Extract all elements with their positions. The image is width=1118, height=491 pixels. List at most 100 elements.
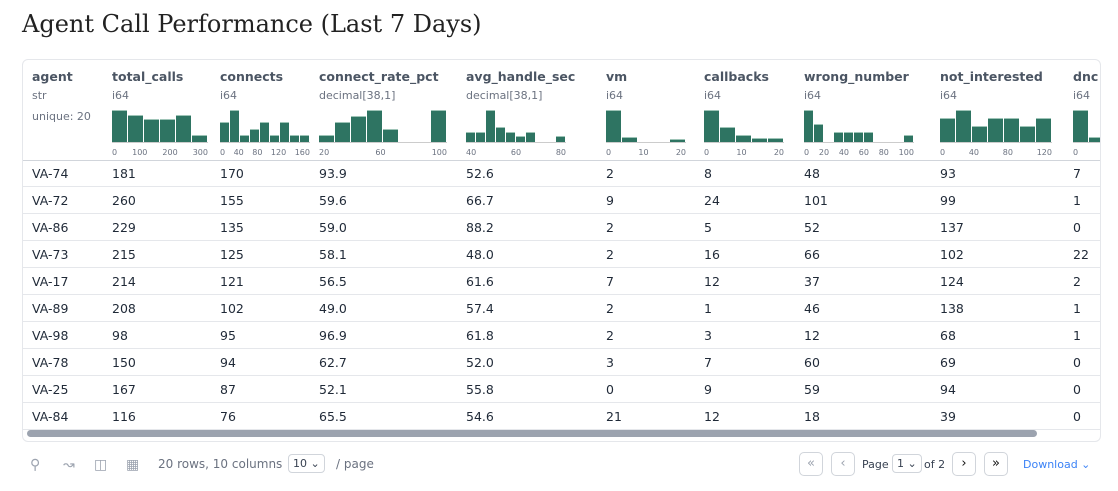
histogram [804, 110, 914, 143]
cell-not_interested: 124 [940, 274, 964, 289]
histogram-bar [704, 110, 719, 142]
tick-label: 200 [162, 148, 178, 157]
tick-label: 20 [675, 148, 686, 157]
column-name: connects [220, 69, 284, 84]
last-page-button[interactable]: » [984, 452, 1008, 476]
cell-total_calls: 98 [112, 328, 128, 343]
histogram [704, 110, 784, 143]
cell-avg_handle_sec: 52.6 [466, 166, 494, 181]
cell-total_calls: 181 [112, 166, 136, 181]
cell-avg_handle_sec: 48.0 [466, 247, 494, 262]
cell-connect_rate_pct: 58.1 [319, 247, 347, 262]
table-header: agent str unique: 20 total_calls i64 0 100 20… [23, 60, 1100, 161]
histogram-bar [300, 134, 309, 142]
next-page-button[interactable]: › [952, 452, 976, 476]
download-button[interactable]: Download ⌄ [1023, 458, 1091, 471]
tick-label: 300 [192, 148, 208, 157]
cell-vm: 0 [606, 382, 614, 397]
tick-label: 80 [878, 148, 889, 157]
tick-label: 80 [252, 148, 263, 157]
page-select[interactable]: 1 ⌄ [892, 454, 922, 473]
cell-vm: 2 [606, 301, 614, 316]
histogram-bar [466, 131, 475, 142]
tick-label: 100 [898, 148, 914, 157]
bar-chart-icon[interactable]: ▦ [126, 457, 140, 473]
cell-dnc: 2 [1073, 274, 1081, 289]
cell-connect_rate_pct: 59.6 [319, 193, 347, 208]
horizontal-scrollbar[interactable] [27, 430, 1037, 437]
unique-count: unique: 20 [32, 110, 91, 123]
histogram-ticks: 0 [1073, 148, 1100, 157]
histogram-ticks: 40 60 80 [466, 148, 566, 157]
column-type: i64 [704, 89, 722, 102]
histogram-bar [670, 139, 685, 142]
histogram-bar [622, 137, 637, 142]
tick-label: 40 [968, 148, 980, 157]
tick-label: 40 [838, 148, 849, 157]
histogram-bar [144, 119, 159, 142]
histogram-bar [956, 110, 971, 142]
column-name: wrong_number [804, 69, 909, 84]
tick-label: 60 [375, 148, 386, 157]
cell-avg_handle_sec: 52.0 [466, 355, 494, 370]
cell-callbacks: 5 [704, 220, 712, 235]
table-row: VA-89 208 102 49.0 57.4 2 1 46 138 1 [23, 295, 1100, 322]
page-size-select[interactable]: 10 ⌄ [288, 454, 325, 473]
column-type: decimal[38,1] [319, 89, 396, 102]
tick-label: 160 [294, 148, 310, 157]
cell-wrong_number: 59 [804, 382, 820, 397]
histogram-ticks: 0 40 80 120 160 [220, 148, 310, 157]
histogram-bar [476, 131, 485, 142]
cell-wrong_number: 12 [804, 328, 820, 343]
histogram-ticks: 0 20 40 60 80 100 [804, 148, 914, 157]
histogram-bar [496, 127, 505, 142]
column-name: callbacks [704, 69, 769, 84]
cell-wrong_number: 46 [804, 301, 820, 316]
column-type: i64 [940, 89, 958, 102]
cell-total_calls: 260 [112, 193, 136, 208]
histogram-bar [752, 137, 767, 142]
histogram-bar [260, 122, 269, 142]
cell-dnc: 1 [1073, 193, 1081, 208]
cell-callbacks: 12 [704, 409, 720, 424]
column-name: agent [32, 69, 73, 84]
tick-label: 100 [132, 148, 148, 157]
table-row: VA-98 98 95 96.9 61.8 2 3 12 68 1 [23, 322, 1100, 349]
search-icon[interactable]: ⚲ [30, 457, 41, 473]
cell-wrong_number: 18 [804, 409, 820, 424]
tick-label: 20 [773, 148, 784, 157]
cell-connects: 170 [220, 166, 244, 181]
histogram-bar [844, 131, 853, 142]
cell-dnc: 0 [1073, 355, 1081, 370]
histogram [940, 110, 1052, 143]
cell-callbacks: 12 [704, 274, 720, 289]
line-chart-icon[interactable]: ↝ [63, 457, 75, 473]
cell-avg_handle_sec: 88.2 [466, 220, 494, 235]
column-name: total_calls [112, 69, 184, 84]
histogram-bar [940, 117, 955, 142]
tick-label: 100 [431, 148, 447, 157]
cell-callbacks: 8 [704, 166, 712, 181]
columns-icon[interactable]: ◫ [94, 457, 108, 473]
tick-label: 20 [818, 148, 830, 157]
cell-avg_handle_sec: 57.4 [466, 301, 494, 316]
cell-avg_handle_sec: 61.8 [466, 328, 494, 343]
histogram [112, 110, 208, 143]
cell-wrong_number: 52 [804, 220, 820, 235]
histogram-bar [367, 110, 382, 142]
cell-vm: 2 [606, 247, 614, 262]
histogram-ticks: 0 40 80 120 [940, 148, 1052, 157]
data-table: agent str unique: 20 total_calls i64 0 100 20… [22, 59, 1101, 442]
histogram-bar [988, 117, 1003, 142]
tick-label: 40 [466, 148, 477, 157]
cell-vm: 2 [606, 166, 614, 181]
cell-agent: VA-25 [32, 382, 69, 397]
cell-dnc: 7 [1073, 166, 1081, 181]
prev-page-button[interactable]: ‹ [831, 452, 855, 476]
histogram-bar [290, 134, 299, 142]
cell-callbacks: 24 [704, 193, 720, 208]
histogram-bar [220, 122, 229, 142]
column-type: i64 [804, 89, 822, 102]
first-page-button[interactable]: « [799, 452, 823, 476]
cell-connects: 94 [220, 355, 236, 370]
